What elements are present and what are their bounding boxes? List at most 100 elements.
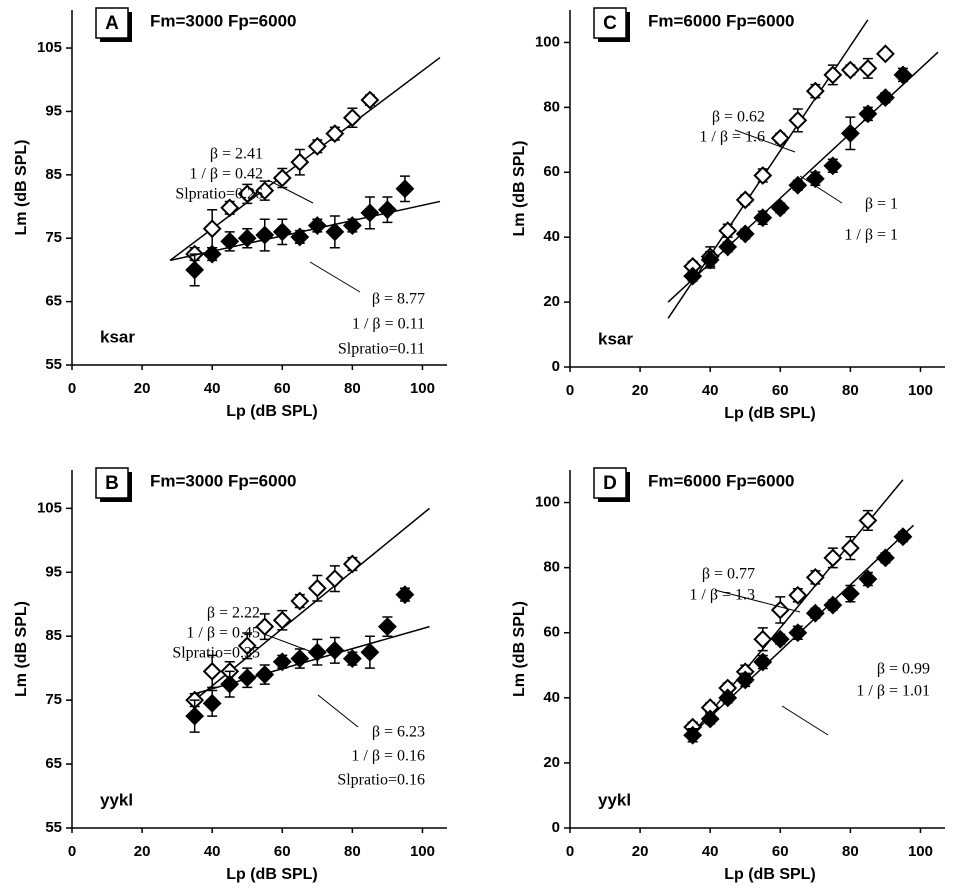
data-point [788,623,808,643]
y-tick-label: 85 [45,627,62,644]
data-point [840,123,860,143]
data-point [823,156,843,176]
data-point [770,600,790,620]
data-point [718,688,738,708]
data-point [237,228,257,248]
data-point [237,636,257,656]
data-point [342,649,362,669]
y-tick-label: 0 [552,358,560,375]
data-point [858,569,878,589]
x-axis-label: Lp (dB SPL) [724,405,816,422]
data-point [237,184,257,204]
x-tick-label: 40 [702,382,719,399]
y-tick-label: 60 [543,624,560,641]
data-point [753,166,773,185]
y-axis-label: Lm (dB SPL) [13,140,30,236]
data-point [788,175,808,195]
data-point [770,128,790,148]
data-point [770,629,790,649]
data-point [683,266,703,286]
panel-title: Fm=3000 Fp=6000 [150,471,296,490]
annotation-leader [799,175,843,204]
data-point [378,617,397,637]
data-point [202,219,222,239]
data-point [840,538,860,558]
annotation: β = 8.77 [372,291,425,308]
data-point [395,179,415,199]
data-point [735,224,755,244]
data-point [735,190,755,210]
x-tick-label: 60 [772,843,789,860]
subject-label: yykl [100,790,133,809]
annotation-leader [714,589,801,613]
data-point [202,661,222,681]
data-point [858,511,878,530]
data-point [823,548,843,568]
y-tick-label: 65 [45,755,62,772]
data-point [718,237,738,257]
annotation: 1 / β = 0.16 [351,748,425,765]
annotation-leader [309,261,361,293]
data-point [325,569,345,589]
data-point [342,216,362,235]
y-tick-label: 40 [543,228,560,245]
data-point [770,198,790,218]
data-point [753,208,773,228]
x-tick-label: 0 [566,843,574,860]
x-tick-label: 20 [632,382,649,399]
data-point [805,603,825,623]
x-tick-label: 100 [410,380,435,397]
x-tick-label: 20 [134,380,151,397]
data-point [290,152,310,172]
data-point [823,65,843,85]
panel-title: Fm=6000 Fp=6000 [648,471,794,490]
data-point [876,44,895,64]
panel: 0 20 40 60 80 100 0 20 40 60 80 100 Lp (dB SPL) Lm (d… [511,467,945,883]
data-point [805,567,825,587]
subject-label: ksar [100,327,135,346]
y-tick-label: 0 [552,819,560,836]
x-tick-label: 80 [842,843,859,860]
x-tick-label: 60 [274,843,291,860]
panel-label: C [603,13,617,34]
data-point [735,670,755,690]
x-tick-label: 0 [68,380,76,397]
y-tick-label: 85 [45,166,62,183]
y-axis-label: Lm (dB SPL) [13,601,30,697]
data-point [395,585,415,605]
data-point [788,110,808,130]
annotation: Slpratio=0.16 [337,772,425,789]
x-tick-label: 100 [908,382,933,399]
y-tick-label: 95 [45,563,62,580]
y-axis-label: Lm (dB SPL) [511,141,528,237]
annotation: β = 6.23 [372,724,425,741]
x-tick-label: 40 [204,843,221,860]
data-point [272,610,292,630]
data-point [876,548,895,568]
data-point [272,222,292,242]
annotation: 1 / β = 1 [844,227,898,244]
data-point [858,104,878,124]
data-point [220,674,240,694]
x-tick-label: 20 [134,843,151,860]
y-tick-label: 75 [45,229,62,246]
y-tick-label: 80 [543,98,560,115]
annotation: β = 0.99 [877,661,930,678]
y-tick-label: 20 [543,293,560,310]
x-tick-label: 60 [274,380,291,397]
data-point [893,65,913,85]
y-tick-label: 100 [535,494,560,511]
subject-label: ksar [598,329,633,348]
y-axis-label: Lm (dB SPL) [511,601,528,697]
x-axis-label: Lp (dB SPL) [226,866,318,883]
panel-label-box [95,467,129,499]
annotation: Slpratio=0.26 [175,186,263,203]
x-tick-label: 60 [772,382,789,399]
data-point [840,60,860,80]
annotation: β = 2.41 [210,146,263,163]
x-axis-label: Lp (dB SPL) [226,403,318,420]
data-point [840,584,860,604]
data-point [202,693,222,713]
y-tick-label: 55 [45,819,62,836]
